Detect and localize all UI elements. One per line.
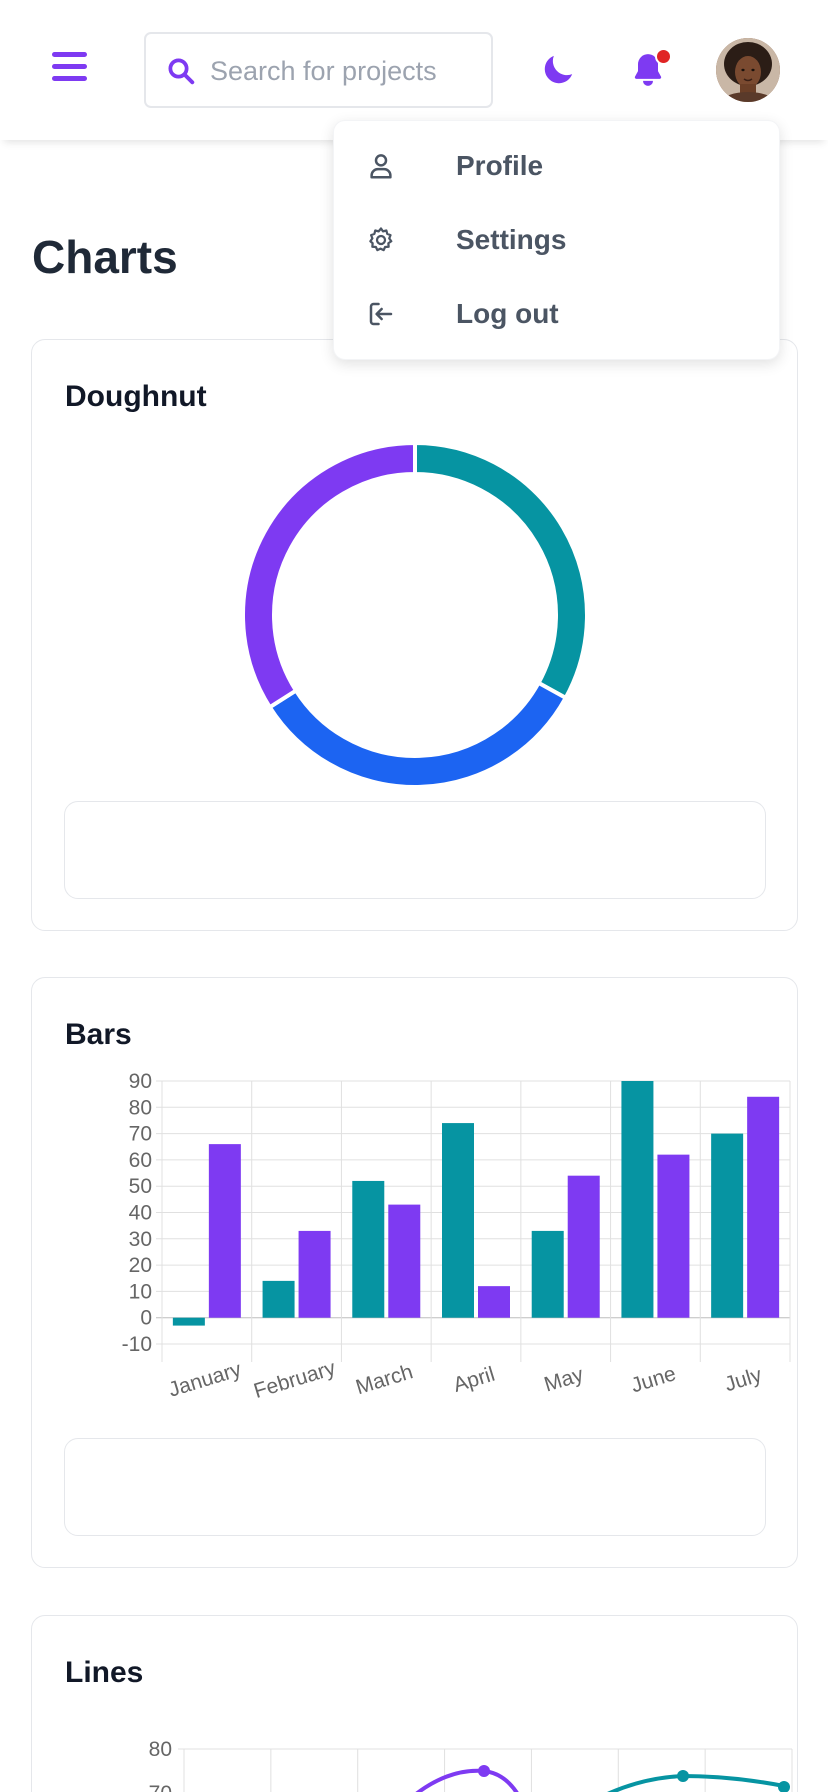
- gear-icon: [369, 227, 393, 252]
- search-input[interactable]: [210, 54, 480, 88]
- doughnut-slice[interactable]: [267, 680, 569, 789]
- y-tick-label: 10: [129, 1280, 152, 1303]
- dropdown-item-logout[interactable]: Log out: [366, 285, 750, 345]
- moon-icon[interactable]: [538, 50, 578, 90]
- bar[interactable]: [657, 1154, 690, 1318]
- logout-icon: [369, 302, 393, 326]
- bar[interactable]: [352, 1180, 385, 1318]
- bar[interactable]: [711, 1133, 744, 1318]
- x-tick-label: June: [628, 1362, 678, 1397]
- x-tick-label: March: [353, 1360, 416, 1399]
- x-tick-label: May: [541, 1363, 586, 1397]
- x-tick-label: July: [722, 1363, 765, 1396]
- chart-legend: [64, 1438, 766, 1536]
- y-tick-label: 80: [129, 1096, 152, 1119]
- card-title: Bars: [65, 1018, 132, 1051]
- bar-chart: 90 80 70 60 50 40 30 20 10 0 -10 January February Mar…: [122, 1070, 791, 1403]
- notifications-button[interactable]: [628, 48, 672, 95]
- dropdown-item-settings[interactable]: Settings: [366, 211, 750, 271]
- line-series: [415, 1768, 519, 1792]
- bars-card: Bars 90 80 70 60 50 40 30 20 10 0 -10 January Februa…: [31, 977, 798, 1568]
- bar[interactable]: [388, 1204, 421, 1318]
- doughnut-slice[interactable]: [241, 440, 417, 710]
- user-icon: [370, 154, 392, 179]
- doughnut-chart: [241, 440, 589, 789]
- line-point[interactable]: [478, 1765, 490, 1777]
- profile-dropdown-menu: Profile Settings Log out: [333, 120, 780, 360]
- y-tick-label: 30: [129, 1228, 152, 1251]
- search-box: [144, 32, 493, 108]
- dropdown-item-label: Log out: [456, 298, 559, 329]
- top-header: [0, 0, 828, 140]
- notification-badge: [655, 48, 672, 65]
- card-title: Doughnut: [65, 380, 207, 413]
- line-point[interactable]: [677, 1770, 689, 1782]
- doughnut-card: Doughnut: [31, 339, 798, 931]
- card-title: Lines: [65, 1656, 144, 1689]
- search-icon: [168, 58, 195, 85]
- bar[interactable]: [262, 1280, 295, 1318]
- line-chart: 80 70: [149, 1738, 793, 1792]
- dropdown-item-label: Profile: [456, 150, 544, 181]
- x-tick-label: January: [166, 1358, 245, 1402]
- x-tick-label: April: [451, 1363, 498, 1397]
- bar[interactable]: [621, 1081, 654, 1318]
- y-tick-label: 0: [140, 1307, 152, 1330]
- bell-icon: [634, 54, 662, 86]
- y-tick-label: 80: [149, 1738, 172, 1761]
- bar[interactable]: [567, 1175, 600, 1318]
- y-tick-label: 60: [129, 1149, 152, 1172]
- hamburger-menu-button[interactable]: [52, 52, 92, 88]
- bar[interactable]: [747, 1096, 780, 1318]
- y-tick-label: 20: [129, 1254, 152, 1277]
- dropdown-item-profile[interactable]: Profile: [366, 137, 750, 197]
- page-title: Charts: [32, 231, 178, 283]
- bar[interactable]: [208, 1144, 241, 1318]
- line-point[interactable]: [778, 1781, 790, 1792]
- doughnut-slice[interactable]: [413, 440, 589, 701]
- bar[interactable]: [531, 1230, 564, 1318]
- hamburger-icon: [52, 52, 87, 57]
- y-tick-label: -10: [122, 1333, 152, 1356]
- y-tick-label: 50: [129, 1175, 152, 1198]
- dropdown-item-label: Settings: [456, 224, 567, 255]
- bar[interactable]: [298, 1230, 331, 1318]
- bar[interactable]: [478, 1286, 510, 1318]
- y-tick-label: 70: [149, 1782, 172, 1792]
- chart-legend: [64, 801, 766, 899]
- y-tick-label: 40: [129, 1202, 152, 1225]
- lines-card: Lines 80 70: [31, 1615, 798, 1792]
- avatar-image: [716, 38, 780, 102]
- bar[interactable]: [172, 1317, 205, 1326]
- y-tick-label: 90: [129, 1070, 152, 1093]
- avatar[interactable]: [716, 38, 780, 102]
- y-tick-label: 70: [129, 1123, 152, 1146]
- x-tick-label: February: [251, 1356, 339, 1403]
- bar[interactable]: [442, 1123, 474, 1318]
